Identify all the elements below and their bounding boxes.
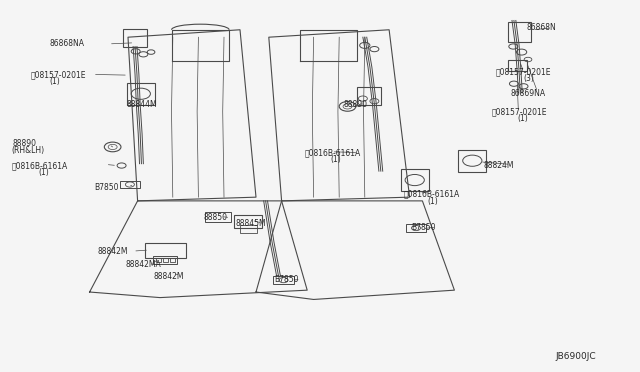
Text: 88845M: 88845M [236, 219, 266, 228]
Text: 88844M: 88844M [127, 100, 157, 109]
Bar [123, 29, 147, 46]
Bar [170, 258, 175, 262]
Text: Ⓑ0816B-6161A: Ⓑ0816B-6161A [403, 190, 460, 199]
Text: 88842M: 88842M [97, 247, 128, 256]
Text: B7850: B7850 [274, 275, 298, 284]
Text: B7850: B7850 [95, 183, 119, 192]
Text: (1): (1) [428, 197, 438, 206]
Text: B7850: B7850 [411, 223, 435, 232]
Text: Ⓑ08157-0201E: Ⓑ08157-0201E [495, 67, 551, 76]
Text: JB6900JC: JB6900JC [556, 352, 596, 361]
Text: (RH&LH): (RH&LH) [12, 146, 45, 155]
Bar [508, 60, 527, 71]
Text: (1): (1) [517, 114, 528, 123]
Text: 88850: 88850 [204, 213, 228, 222]
Bar [508, 22, 531, 42]
Bar [156, 258, 161, 262]
Text: Ⓑ08157-0201E: Ⓑ08157-0201E [492, 107, 547, 116]
Bar [357, 87, 381, 105]
Text: 88842MA: 88842MA [125, 260, 161, 269]
Text: (3): (3) [524, 74, 534, 83]
Bar [163, 258, 168, 262]
Text: 88890: 88890 [13, 139, 36, 148]
Text: Ⓑ0816B-6161A: Ⓑ0816B-6161A [12, 161, 68, 170]
Text: 86868N: 86868N [526, 23, 556, 32]
Text: 86869NA: 86869NA [511, 89, 546, 97]
Text: (1): (1) [330, 155, 341, 164]
Text: (1): (1) [49, 77, 60, 86]
Text: 88824M: 88824M [484, 161, 515, 170]
Text: 86868NA: 86868NA [50, 39, 85, 48]
Text: (1): (1) [38, 168, 49, 177]
Text: Ⓑ08157-0201E: Ⓑ08157-0201E [31, 70, 86, 79]
Text: Ⓑ0816B-6161A: Ⓑ0816B-6161A [305, 148, 361, 157]
Text: 88842M: 88842M [154, 272, 184, 280]
Text: 88890: 88890 [343, 100, 367, 109]
